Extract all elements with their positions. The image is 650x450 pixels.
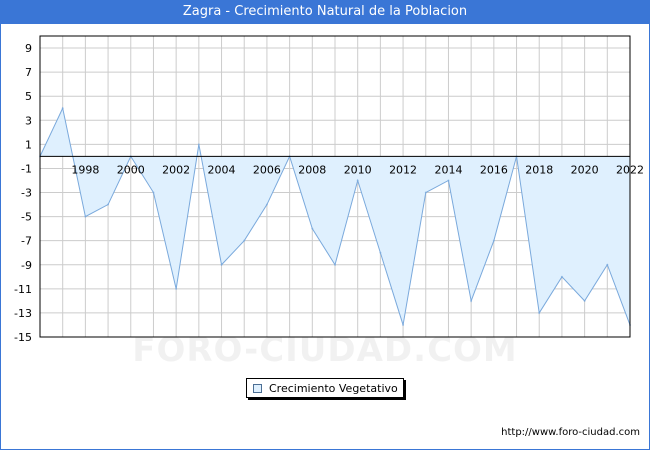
y-tick-label: -15 xyxy=(14,331,32,344)
data-point xyxy=(583,299,586,302)
y-tick-label: 7 xyxy=(25,66,32,79)
y-tick-label: 9 xyxy=(25,42,32,55)
data-point xyxy=(265,203,268,206)
data-point xyxy=(424,191,427,194)
y-tick-label: 1 xyxy=(25,138,32,151)
x-tick-label: 2002 xyxy=(162,163,190,176)
y-tick-label: -3 xyxy=(21,187,32,200)
y-tick-label: -13 xyxy=(14,307,32,320)
y-tick-label: 3 xyxy=(25,114,32,127)
data-point xyxy=(197,143,200,146)
x-tick-label: 2006 xyxy=(253,163,281,176)
data-point xyxy=(175,287,178,290)
data-point xyxy=(492,239,495,242)
data-point xyxy=(470,299,473,302)
y-tick-label: -9 xyxy=(21,259,32,272)
x-tick-label: 1998 xyxy=(71,163,99,176)
data-point xyxy=(538,311,541,314)
x-tick-label: 2014 xyxy=(434,163,462,176)
footer-url: http://www.foro-ciudad.com xyxy=(501,427,640,438)
x-tick-label: 2008 xyxy=(298,163,326,176)
y-tick-label: -7 xyxy=(21,235,32,248)
data-point xyxy=(356,179,359,182)
x-tick-label: 2016 xyxy=(480,163,508,176)
data-point xyxy=(560,275,563,278)
x-tick-label: 2004 xyxy=(208,163,236,176)
x-tick-label: 2012 xyxy=(389,163,417,176)
data-point xyxy=(334,263,336,266)
y-tick-label: -11 xyxy=(14,283,32,296)
data-point xyxy=(447,179,450,182)
data-point xyxy=(152,191,155,194)
legend: Crecimiento Vegetativo xyxy=(246,378,404,398)
data-point xyxy=(311,227,314,230)
data-point xyxy=(84,215,87,218)
data-point xyxy=(606,263,609,266)
y-tick-label: -1 xyxy=(21,162,32,175)
plot-border xyxy=(39,35,631,338)
legend-label: Crecimiento Vegetativo xyxy=(269,382,398,395)
x-tick-label: 2022 xyxy=(616,163,644,176)
chart-title: Zagra - Crecimiento Natural de la Poblac… xyxy=(0,0,650,24)
data-point xyxy=(61,107,64,110)
data-point xyxy=(402,323,405,326)
x-tick-label: 2010 xyxy=(344,163,372,176)
data-point xyxy=(379,251,382,254)
data-point xyxy=(220,263,223,266)
x-tick-label: 2018 xyxy=(525,163,553,176)
x-tick-label: 2020 xyxy=(571,163,599,176)
x-tick-label: 2000 xyxy=(117,163,145,176)
y-tick-label: -5 xyxy=(21,211,32,224)
data-point xyxy=(107,203,110,206)
data-point xyxy=(243,239,246,242)
y-tick-label: 5 xyxy=(25,90,32,103)
legend-swatch-icon xyxy=(253,384,262,393)
